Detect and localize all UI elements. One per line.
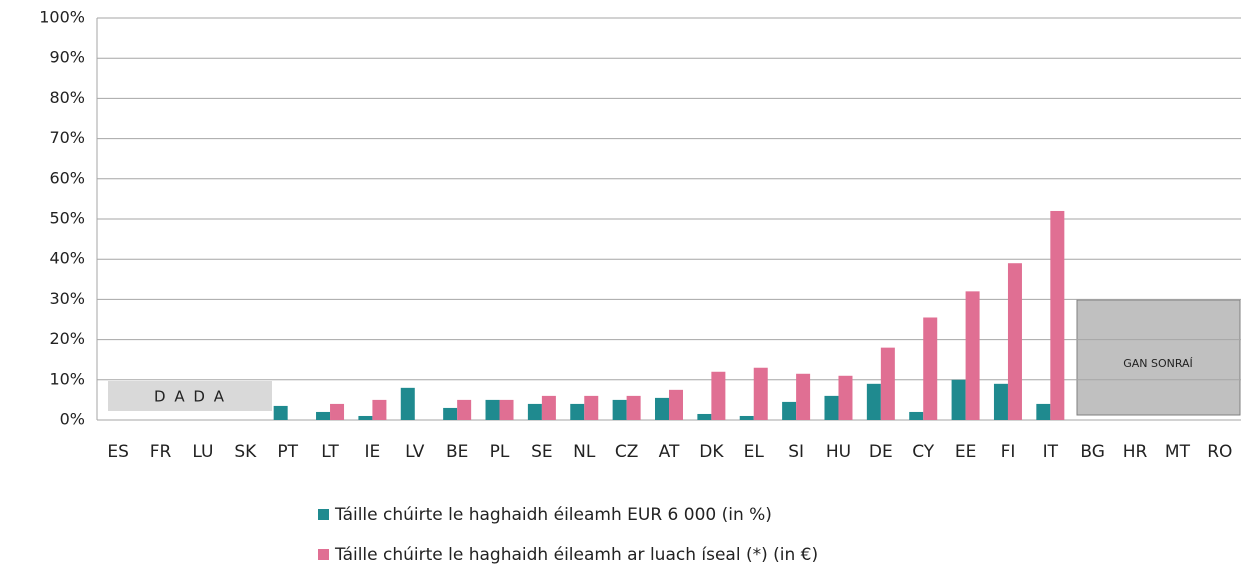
bar: [669, 389, 683, 420]
x-tick-label: RO: [1207, 442, 1232, 462]
x-tick-label: FI: [1001, 442, 1016, 462]
legend-swatch: [318, 509, 329, 520]
bar: [485, 399, 500, 420]
bar: [838, 375, 853, 420]
bar: [796, 373, 811, 420]
bar: [499, 399, 514, 420]
y-tick-label: 0%: [60, 410, 85, 429]
x-tick-label: DE: [869, 442, 893, 462]
bar: [993, 383, 1008, 420]
bar: [655, 397, 669, 420]
x-tick-label: IT: [1043, 442, 1059, 462]
bar: [951, 379, 966, 420]
x-tick-label: HR: [1123, 442, 1148, 462]
bar: [457, 399, 472, 420]
bar: [316, 411, 331, 420]
x-tick-label: NL: [573, 442, 596, 462]
bar: [880, 347, 895, 420]
x-tick-label: LT: [321, 442, 339, 462]
bar: [358, 415, 373, 420]
no-data-box: [108, 381, 272, 411]
bar: [612, 399, 627, 420]
bar: [909, 411, 924, 420]
annotation: D A D A: [154, 388, 226, 406]
x-tick-label: PT: [277, 442, 298, 462]
legend-label: Táille chúirte le haghaidh éileamh EUR 6…: [334, 505, 772, 525]
bar: [541, 395, 556, 420]
y-tick-label: 70%: [49, 128, 85, 147]
x-tick-label: SI: [788, 442, 804, 462]
y-tick-label: 10%: [49, 369, 85, 388]
x-tick-label: HU: [826, 442, 851, 462]
x-tick-label: BE: [446, 442, 468, 462]
bar: [753, 367, 768, 420]
bar: [273, 405, 288, 420]
legend-label: Táille chúirte le haghaidh éileamh ar lu…: [334, 545, 818, 565]
x-tick-label: ES: [107, 442, 129, 462]
y-tick-label: 20%: [49, 329, 85, 348]
y-tick-label: 60%: [49, 168, 85, 187]
x-tick-label: LU: [192, 442, 213, 462]
x-tick-label: CY: [912, 442, 935, 462]
bar: [443, 407, 458, 420]
x-tick-label: IE: [365, 442, 381, 462]
x-tick-label: PL: [490, 442, 510, 462]
x-tick-label: FR: [150, 442, 172, 462]
bar: [711, 371, 726, 420]
bar: [923, 317, 938, 420]
bar: [1050, 210, 1065, 420]
x-tick-label: SE: [531, 442, 553, 462]
y-tick-label: 80%: [49, 88, 85, 107]
y-tick-label: 50%: [49, 209, 85, 228]
x-tick-label: EL: [744, 442, 765, 462]
bar: [739, 415, 754, 420]
y-tick-label: 100%: [39, 8, 85, 27]
bar: [570, 403, 585, 420]
bar: [584, 395, 599, 420]
x-tick-label: AT: [659, 442, 680, 462]
bar: [697, 413, 712, 420]
x-tick-label: CZ: [615, 442, 639, 462]
y-tick-label: 90%: [49, 48, 85, 67]
annotation: GAN SONRAÍ: [1123, 357, 1193, 370]
y-tick-label: 30%: [49, 289, 85, 308]
legend-swatch: [318, 549, 329, 560]
bar: [330, 403, 345, 420]
x-tick-label: DK: [699, 442, 724, 462]
x-tick-label: BG: [1080, 442, 1105, 462]
x-tick-label: SK: [234, 442, 257, 462]
bar: [782, 401, 797, 420]
bar: [866, 383, 881, 420]
x-tick-label: LV: [405, 442, 425, 462]
bar: [400, 387, 415, 420]
bar: [527, 403, 542, 420]
no-data-box: [1076, 299, 1241, 416]
x-tick-label: EE: [955, 442, 976, 462]
bar: [626, 395, 641, 420]
y-tick-label: 40%: [49, 249, 85, 268]
bar: [372, 399, 387, 420]
x-tick-label: MT: [1165, 442, 1191, 462]
bar: [965, 291, 980, 420]
bar: [1036, 403, 1051, 420]
bar: [1007, 263, 1022, 420]
bar: [824, 395, 839, 420]
